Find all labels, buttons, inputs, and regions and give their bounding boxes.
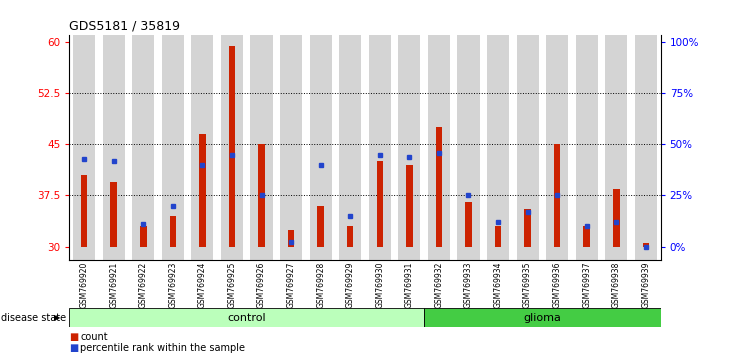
Bar — [517, 35, 539, 260]
Bar — [495, 226, 502, 247]
Bar — [576, 35, 598, 260]
Bar — [339, 35, 361, 260]
Bar — [487, 35, 509, 260]
Bar — [436, 127, 442, 247]
Text: glioma: glioma — [523, 313, 561, 323]
Bar — [162, 35, 184, 260]
Bar — [310, 35, 331, 260]
Bar — [169, 216, 176, 247]
Text: percentile rank within the sample: percentile rank within the sample — [80, 343, 245, 353]
Bar — [191, 35, 213, 260]
Bar — [613, 189, 620, 247]
Bar — [583, 226, 590, 247]
Bar — [318, 206, 324, 247]
Bar — [524, 209, 531, 247]
Bar — [132, 35, 154, 260]
Bar — [347, 226, 353, 247]
Bar — [199, 134, 206, 247]
Bar — [369, 35, 391, 260]
Bar — [406, 165, 412, 247]
Text: GDS5181 / 35819: GDS5181 / 35819 — [69, 20, 180, 33]
Bar — [465, 202, 472, 247]
Bar — [635, 35, 657, 260]
Bar — [642, 243, 649, 247]
Text: disease state: disease state — [1, 313, 66, 323]
Bar — [605, 35, 627, 260]
Bar — [458, 35, 480, 260]
Bar — [428, 35, 450, 260]
Bar — [250, 35, 272, 260]
Bar — [103, 35, 125, 260]
Text: ■: ■ — [69, 332, 79, 342]
Bar — [377, 161, 383, 247]
Bar — [280, 35, 302, 260]
Bar — [288, 229, 294, 247]
Text: ■: ■ — [69, 343, 79, 353]
Bar — [228, 46, 235, 247]
Text: control: control — [228, 313, 266, 323]
Bar — [221, 35, 243, 260]
Bar — [399, 35, 420, 260]
Text: count: count — [80, 332, 108, 342]
Text: ▶: ▶ — [54, 313, 61, 322]
Bar — [69, 308, 424, 327]
Bar — [73, 35, 95, 260]
Bar — [110, 182, 117, 247]
Bar — [81, 175, 88, 247]
Bar — [140, 226, 147, 247]
Bar — [546, 35, 568, 260]
Bar — [258, 144, 265, 247]
Bar — [424, 308, 661, 327]
Bar — [554, 144, 561, 247]
